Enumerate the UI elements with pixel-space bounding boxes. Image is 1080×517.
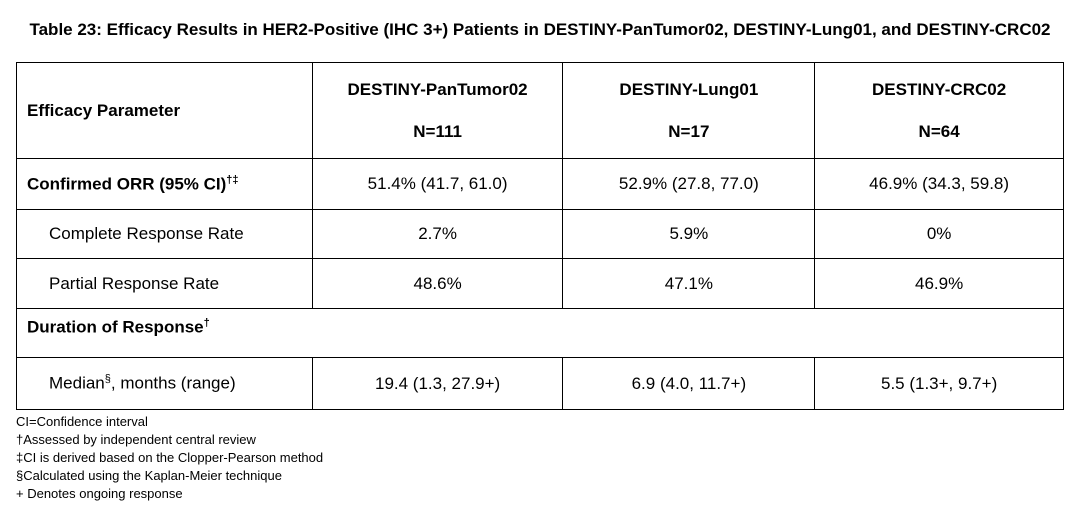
cell: 47.1% xyxy=(562,258,816,309)
row: Complete Response Rate 2.7% 5.9% 0% xyxy=(16,209,1064,259)
study-n: N=111 xyxy=(413,121,462,141)
cell: 52.9% (27.8, 77.0) xyxy=(562,158,816,210)
cell: 6.9 (4.0, 11.7+) xyxy=(562,357,816,410)
header-cell: DESTINY-CRC02 N=64 xyxy=(814,62,1064,159)
study-name: DESTINY-CRC02 xyxy=(872,79,1007,99)
header-cell: Efficacy Parameter xyxy=(16,62,313,159)
label-text: Confirmed ORR (95% CI) xyxy=(27,174,227,194)
label-text: , months (range) xyxy=(110,373,236,393)
label-text: Median xyxy=(49,373,105,393)
efficacy-table: Efficacy Parameter DESTINY-PanTumor02 N=1… xyxy=(16,62,1064,410)
study-name: DESTINY-Lung01 xyxy=(619,79,759,99)
row-label: Duration of Response† xyxy=(16,308,1064,358)
row-label: Median§, months (range) xyxy=(16,357,313,410)
row: Median§, months (range) 19.4 (1.3, 27.9+… xyxy=(16,357,1064,410)
footnote: ‡CI is derived based on the Clopper-Pear… xyxy=(16,450,324,465)
footnote: CI=Confidence interval xyxy=(16,414,148,429)
footnote-mark: † xyxy=(203,317,210,329)
row-label: Partial Response Rate xyxy=(16,258,313,309)
study-name: DESTINY-PanTumor02 xyxy=(347,79,528,99)
header-cell: DESTINY-PanTumor02 N=111 xyxy=(311,62,564,159)
row: Partial Response Rate 48.6% 47.1% 46.9% xyxy=(16,258,1064,309)
footnote-mark: †‡ xyxy=(226,173,239,186)
row-label: Confirmed ORR (95% CI)†‡ xyxy=(16,158,313,210)
footnote: + Denotes ongoing response xyxy=(16,486,183,501)
footnote-mark: § xyxy=(104,373,111,386)
study-n: N=17 xyxy=(668,121,710,141)
cell: 46.9% xyxy=(814,258,1064,309)
cell: 48.6% xyxy=(311,258,564,309)
header-row: Efficacy Parameter DESTINY-PanTumor02 N=1… xyxy=(16,62,1064,159)
cell: 0% xyxy=(814,209,1064,259)
label-text: Duration of Response xyxy=(27,317,204,337)
row: Confirmed ORR (95% CI)†‡ 51.4% (41.7, 61… xyxy=(16,158,1064,210)
table-title: Table 23: Efficacy Results in HER2-Posit… xyxy=(29,20,1051,39)
cell: 46.9% (34.3, 59.8) xyxy=(814,158,1064,210)
cell: 19.4 (1.3, 27.9+) xyxy=(311,357,564,410)
cell: 2.7% xyxy=(311,209,564,259)
footnote: †Assessed by independent central review xyxy=(16,432,256,447)
row-label: Complete Response Rate xyxy=(16,209,313,259)
footnotes: CI=Confidence interval †Assessed by inde… xyxy=(16,413,323,503)
header-cell: DESTINY-Lung01 N=17 xyxy=(562,62,816,159)
footnote: §Calculated using the Kaplan-Meier techn… xyxy=(16,468,282,483)
cell: 51.4% (41.7, 61.0) xyxy=(311,158,564,210)
cell: 5.9% xyxy=(562,209,816,259)
cell: 5.5 (1.3+, 9.7+) xyxy=(814,357,1064,410)
section-row: Duration of Response† xyxy=(16,308,1064,358)
study-n: N=64 xyxy=(918,121,960,141)
